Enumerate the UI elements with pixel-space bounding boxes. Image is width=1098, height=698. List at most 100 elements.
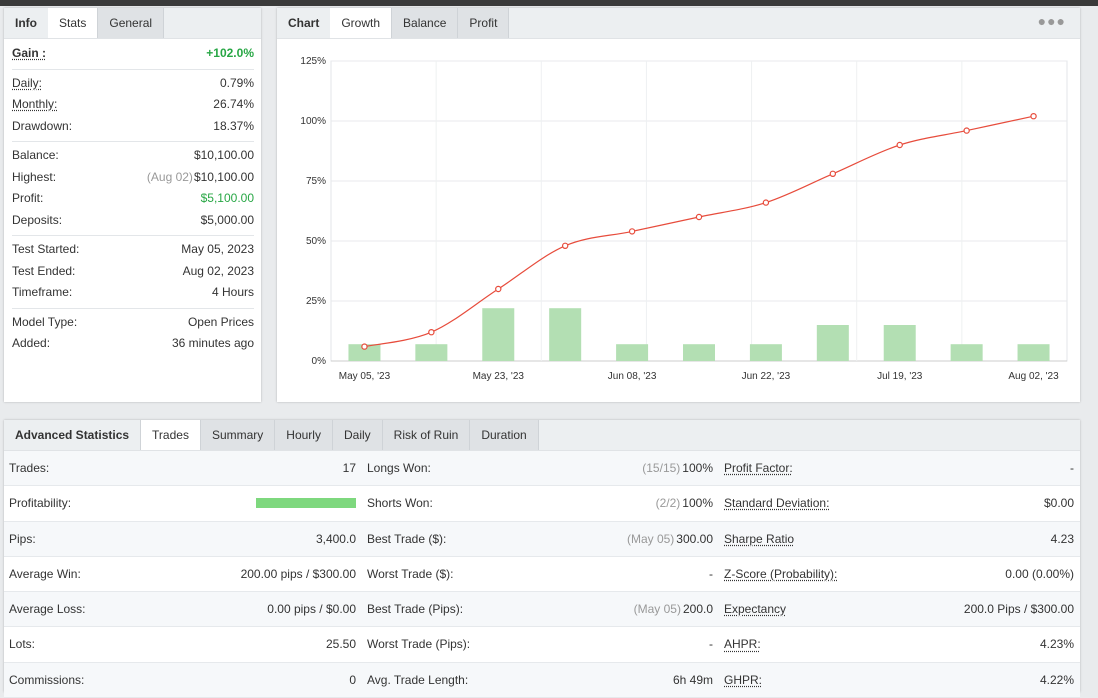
stat-label[interactable]: Profit Factor: — [724, 461, 793, 475]
test-started-value: May 05, 2023 — [181, 242, 254, 256]
stat-cell: Trades: 17 — [4, 451, 362, 485]
growth-chart: 0% 25% 50% 75% 100% 125% May 05, '23 May 23, '2… — [300, 56, 1068, 382]
stat-value: $0.00 — [1043, 496, 1074, 511]
tab-info[interactable]: Info — [4, 8, 48, 38]
tab-trades[interactable]: Trades — [141, 420, 201, 450]
table-row: Commissions: 0 Avg. Trade Length: 6h 49m GHP… — [4, 662, 1080, 698]
chart-bar — [1017, 344, 1050, 361]
divider — [12, 141, 254, 142]
added-row: Added: 36 minutes ago — [12, 333, 254, 355]
tab-daily[interactable]: Daily — [332, 420, 383, 450]
tab-growth[interactable]: Growth — [330, 8, 393, 38]
stat-label[interactable]: Standard Deviation: — [724, 496, 830, 511]
highest-date: (Aug 02) — [146, 169, 193, 184]
stat-cell: Worst Trade (Pips): - — [362, 627, 719, 661]
stat-value-wrap: 25.50 — [326, 627, 356, 661]
more-dots-icon[interactable]: ●●● — [1037, 13, 1066, 29]
stat-cell: Expectancy 200.0 Pips / $300.00 — [719, 592, 1080, 626]
monthly-label[interactable]: Monthly: — [12, 97, 58, 111]
profitability-bar — [256, 498, 356, 509]
stat-label: Worst Trade ($): — [367, 566, 454, 581]
stat-value: 100% — [682, 496, 713, 511]
stat-sub: (May 05) — [633, 602, 681, 617]
tab-duration[interactable]: Duration — [470, 420, 539, 450]
stat-label[interactable]: Sharpe Ratio — [724, 531, 795, 546]
trades-stats-grid: Trades: 17 Longs Won: (15/15) 100% Profit Fac… — [4, 451, 1080, 698]
stats-panel: Info Stats General Gain : +102.0% Daily:… — [4, 8, 261, 402]
stat-label[interactable]: AHPR: — [724, 637, 761, 652]
growth-point — [829, 170, 837, 177]
gain-value: +102.0% — [206, 46, 254, 60]
chart-bar — [549, 308, 582, 361]
tab-chart[interactable]: Chart — [277, 8, 331, 38]
stat-value: 200.00 pips / $300.00 — [240, 566, 356, 581]
y-tick-label: 75% — [306, 176, 326, 187]
stat-value: 17 — [342, 461, 356, 475]
x-tick-label: May 23, '23 — [473, 371, 525, 382]
tab-summary[interactable]: Summary — [200, 420, 276, 450]
stat-label[interactable]: GHPR: — [724, 672, 763, 687]
stat-value-wrap: 17 — [343, 451, 356, 485]
balance-label: Balance: — [12, 148, 59, 162]
model-type-row: Model Type: Open Prices — [12, 312, 254, 334]
tab-stats[interactable]: Stats — [48, 8, 99, 38]
table-row: Trades: 17 Longs Won: (15/15) 100% Profit Fac… — [4, 451, 1080, 487]
stat-value-wrap: (15/15) 100% — [642, 451, 713, 485]
highest-row: Highest: (Aug 02)$10,100.00 — [12, 167, 254, 189]
profit-value: $5,100.00 — [200, 191, 254, 205]
stat-label: Pips: — [9, 531, 36, 546]
divider — [12, 68, 254, 70]
stat-cell: Commissions: 0 — [4, 663, 362, 697]
daily-label[interactable]: Daily: — [12, 75, 43, 90]
deposits-label: Deposits: — [12, 212, 63, 227]
stat-value-wrap: 6h 49m — [673, 663, 713, 697]
stat-value-wrap: 4.22% — [1040, 663, 1074, 697]
stat-sub: (May 05) — [626, 531, 675, 546]
stat-label: Average Win: — [9, 566, 81, 581]
test-ended-row: Test Ended: Aug 02, 2023 — [12, 261, 254, 283]
top-bar — [0, 0, 1098, 6]
growth-point — [963, 127, 970, 134]
stat-sub: (2/2) — [655, 496, 681, 511]
y-tick-label: 25% — [306, 296, 326, 307]
stat-value-wrap: (May 05) 300.00 — [627, 522, 713, 556]
stat-label: Best Trade (Pips): — [367, 602, 464, 617]
tab-profit[interactable]: Profit — [458, 8, 510, 38]
tab-balance[interactable]: Balance — [392, 8, 459, 38]
growth-point — [695, 213, 703, 221]
stat-value: 6h 49m — [672, 672, 713, 687]
stat-value: 0.00 pips / $0.00 — [267, 602, 356, 617]
chart-bar — [950, 344, 983, 361]
stat-cell: Average Win: 200.00 pips / $300.00 — [4, 557, 362, 591]
gain-label[interactable]: Gain : — [12, 46, 47, 60]
test-started-row: Test Started: May 05, 2023 — [12, 239, 254, 261]
stat-value-wrap: - — [1070, 451, 1074, 485]
growth-point — [896, 141, 903, 149]
added-label: Added: — [12, 336, 51, 350]
stat-label: Shorts Won: — [367, 496, 433, 511]
stat-label[interactable]: Expectancy — [724, 602, 787, 617]
tab-risk-of-ruin[interactable]: Risk of Ruin — [382, 420, 471, 450]
stat-value: 0 — [349, 672, 356, 687]
stat-value-wrap — [256, 486, 356, 520]
stat-value: 100% — [682, 461, 713, 475]
stat-value-wrap: - — [709, 557, 713, 591]
stat-cell: Profit Factor: - — [719, 451, 1080, 485]
chart-bar — [749, 344, 782, 361]
timeframe-value: 4 Hours — [211, 285, 254, 299]
table-row: Profitability: Shorts Won: (2/2) 100% Standa… — [4, 486, 1080, 522]
timeframe-label: Timeframe: — [12, 285, 73, 299]
chart-bar — [816, 325, 849, 361]
timeframe-row: Timeframe: 4 Hours — [12, 282, 254, 304]
table-row: Average Win: 200.00 pips / $300.00 Worst T… — [4, 557, 1080, 593]
advanced-statistics-panel: Advanced Statistics Trades Summary Hourl… — [4, 420, 1080, 698]
model-type-label: Model Type: — [12, 314, 78, 329]
stat-value-wrap: (May 05) 200.0 — [634, 592, 713, 626]
divider — [12, 235, 254, 236]
stat-value: 4.22% — [1039, 672, 1074, 687]
tab-hourly[interactable]: Hourly — [275, 420, 333, 450]
monthly-row: Monthly: 26.74% — [12, 94, 254, 116]
stat-label[interactable]: Z-Score (Probability): — [724, 566, 838, 581]
growth-point — [762, 199, 770, 206]
tab-general[interactable]: General — [98, 8, 165, 38]
